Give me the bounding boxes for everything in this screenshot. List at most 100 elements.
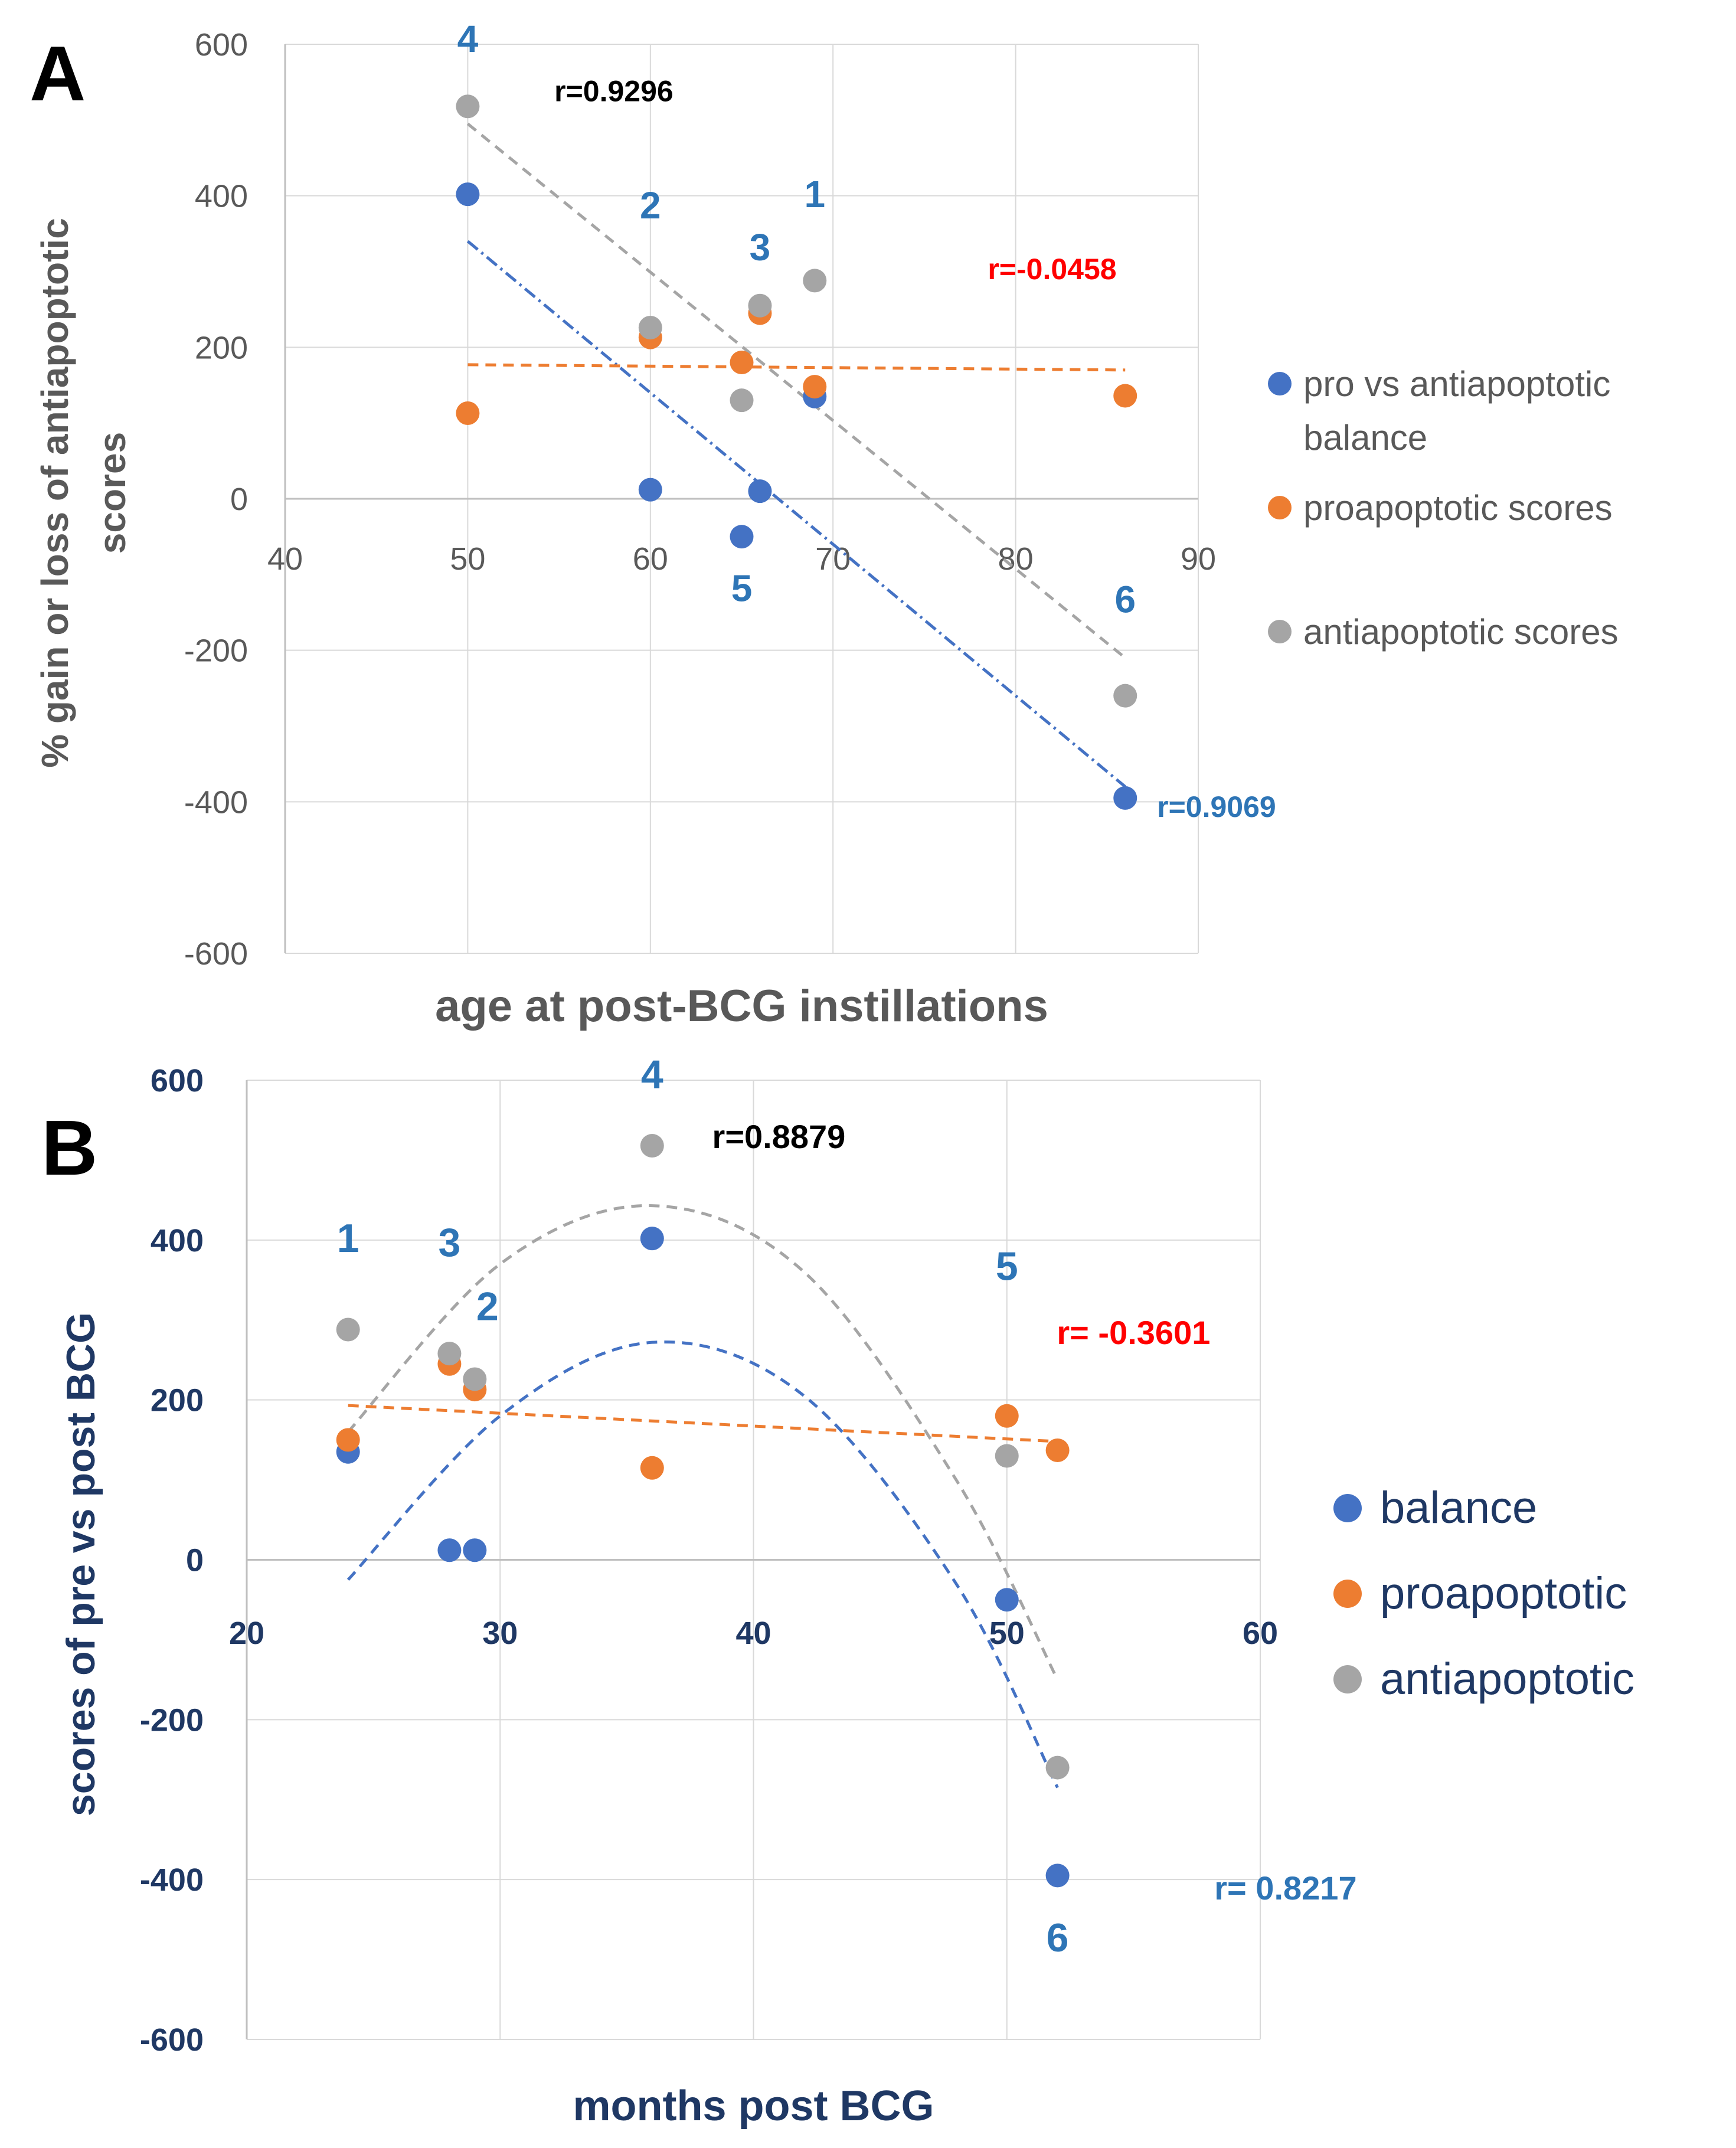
x-tick-label-a: 70 — [815, 541, 851, 577]
x-tick-label-a: 50 — [450, 541, 485, 577]
point-pro-a — [456, 401, 480, 425]
point-balance-b — [463, 1538, 487, 1562]
r-annotation-a: r=-0.0458 — [988, 253, 1116, 286]
r-annotation-a: r=0.9296 — [554, 74, 674, 107]
y-tick-label-b: 200 — [151, 1383, 204, 1418]
x-tick-label-a: 40 — [267, 541, 303, 577]
point-pro-b — [995, 1404, 1019, 1428]
point-anti-a — [638, 315, 662, 339]
point-anti-b — [640, 1134, 664, 1158]
r-annotation-b: r= 0.8217 — [1214, 1869, 1356, 1907]
y-tick-label-a: -600 — [184, 936, 248, 972]
point-number-label-b: 3 — [438, 1220, 460, 1265]
point-number-label-b: 1 — [337, 1216, 359, 1261]
point-number-label-a: 6 — [1114, 578, 1136, 621]
point-number-label-b: 5 — [996, 1244, 1018, 1289]
point-number-label-a: 5 — [731, 567, 753, 609]
legend-b-marker-pro — [1333, 1580, 1362, 1608]
y-tick-label-a: 600 — [195, 27, 248, 63]
x-tick-label-b: 60 — [1243, 1616, 1278, 1651]
trendline-balance-b — [346, 1341, 1059, 1789]
trendline-anti-a — [466, 122, 1126, 659]
trendline-anti-b — [346, 1204, 1059, 1681]
y-tick-label-a: 400 — [195, 179, 248, 214]
panel-letter-a: A — [30, 30, 86, 117]
y-tick-label-a: 0 — [230, 482, 248, 517]
point-anti-b — [1045, 1755, 1070, 1780]
point-number-label-a: 2 — [640, 184, 661, 227]
trendline-balance-a — [466, 240, 1126, 788]
y-tick-label-a: -200 — [184, 633, 248, 669]
point-number-label-b: 4 — [641, 1052, 663, 1097]
point-number-label-a: 1 — [804, 173, 825, 215]
y-tick-label-b: 0 — [186, 1543, 204, 1578]
point-balance-b — [437, 1538, 462, 1562]
y-tick-label-b: 600 — [151, 1063, 204, 1098]
y-axis-title-b: scores of pre vs post BCG — [58, 1312, 103, 1816]
point-pro-a — [730, 351, 754, 374]
legend-b-label-pro: proapoptotic — [1380, 1568, 1627, 1619]
panel-letter-b: B — [41, 1104, 97, 1191]
legend-a-marker-pro — [1268, 496, 1292, 519]
point-pro-a — [803, 375, 827, 399]
legend-a-marker-balance — [1268, 372, 1292, 395]
legend-a-label-balance-line2: balance — [1303, 418, 1427, 457]
point-anti-b — [463, 1367, 487, 1391]
point-balance-a — [1113, 786, 1137, 810]
point-anti-a — [456, 94, 480, 119]
x-tick-label-a: 80 — [998, 541, 1034, 577]
legend-a: pro vs antiapoptotic balance proapoptoti… — [1268, 364, 1619, 652]
plot-area-b: 600 400 200 0 -200 -400 -600 20 30 40 50 60 months p… — [58, 1052, 1357, 2130]
point-balance-a — [730, 525, 754, 549]
point-pro-b — [1045, 1438, 1070, 1462]
trendline-pro-b — [348, 1404, 1058, 1443]
point-pro-a — [1113, 384, 1137, 408]
legend-b-marker-anti — [1333, 1665, 1362, 1693]
point-balance-b — [1045, 1863, 1070, 1888]
r-annotation-a: r=0.9069 — [1157, 790, 1276, 823]
legend-a-label-balance-line1: pro vs antiapoptotic — [1303, 364, 1610, 404]
plot-area-a: 600 400 200 0 -200 -400 -600 40 50 60 70 80 90 age at… — [34, 18, 1276, 1031]
legend-b: balance proapoptotic antiapoptotic — [1333, 1483, 1634, 1704]
legend-b-marker-balance — [1333, 1494, 1362, 1522]
point-number-label-b: 6 — [1047, 1915, 1069, 1960]
panel-a: A 600 400 200 0 -200 -400 -600 40 50 60 70 80 90 age … — [30, 18, 1619, 1031]
point-balance-a — [748, 479, 772, 504]
x-tick-label-a: 90 — [1181, 541, 1216, 577]
point-anti-a — [1113, 684, 1137, 708]
legend-b-label-balance: balance — [1380, 1483, 1537, 1533]
x-tick-label-b: 20 — [229, 1616, 264, 1651]
x-axis-title-b: months post BCG — [573, 2082, 934, 2130]
point-pro-b — [640, 1456, 664, 1480]
r-annotation-b: r= -0.3601 — [1057, 1314, 1210, 1351]
point-anti-b — [336, 1317, 360, 1342]
point-anti-a — [803, 269, 827, 293]
y-axis-title-a: scores — [91, 432, 133, 554]
y-axis-title-a: % gain or loss of antiapoptotic — [34, 218, 76, 768]
y-tick-label-a: 200 — [195, 330, 248, 365]
point-pro-b — [336, 1428, 360, 1452]
point-anti-b — [995, 1444, 1019, 1468]
point-balance-b — [640, 1227, 664, 1251]
legend-b-label-anti: antiapoptotic — [1380, 1654, 1634, 1704]
point-anti-a — [730, 388, 754, 413]
y-tick-label-b: -600 — [140, 2022, 204, 2058]
x-tick-label-b: 50 — [989, 1616, 1025, 1651]
y-tick-label-a: -400 — [184, 784, 248, 820]
point-balance-b — [995, 1588, 1019, 1612]
r-annotation-b: r=0.8879 — [712, 1118, 846, 1155]
legend-a-label-pro: proapoptotic scores — [1303, 488, 1613, 528]
point-number-label-a: 3 — [750, 226, 771, 269]
panel-b: B 600 400 200 0 -200 -400 -600 20 30 40 50 60 months… — [41, 1052, 1634, 2130]
y-tick-label-b: -400 — [140, 1862, 204, 1898]
point-number-label-b: 2 — [476, 1284, 499, 1329]
point-anti-b — [437, 1342, 462, 1366]
x-axis-title-a: age at post-BCG instillations — [435, 981, 1048, 1031]
point-balance-a — [456, 182, 480, 207]
legend-a-marker-anti — [1268, 620, 1292, 643]
point-anti-a — [748, 293, 772, 318]
legend-a-label-anti: antiapoptotic scores — [1303, 612, 1619, 652]
point-number-label-a: 4 — [457, 18, 479, 60]
x-tick-label-a: 60 — [633, 541, 668, 577]
